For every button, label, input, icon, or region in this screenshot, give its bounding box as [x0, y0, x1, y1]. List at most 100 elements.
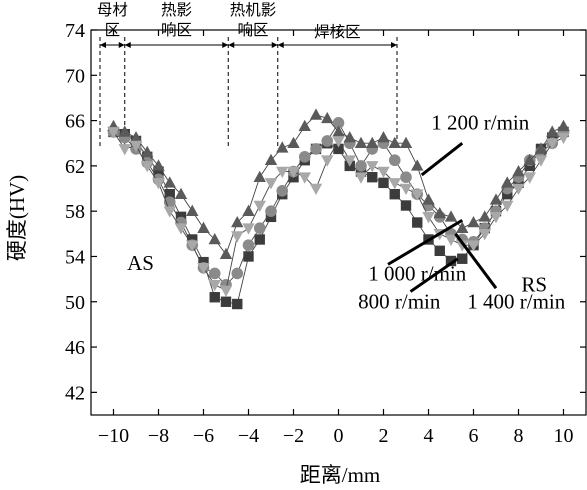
data-point: [377, 131, 390, 143]
data-point: [557, 132, 570, 145]
data-point: [501, 176, 514, 188]
x-tick-label: −8: [148, 425, 169, 447]
data-point: [153, 166, 164, 177]
data-point: [242, 223, 255, 235]
data-point: [388, 136, 401, 149]
data-point: [287, 136, 300, 149]
data-point: [332, 125, 345, 137]
data-point: [129, 140, 143, 152]
data-point: [298, 172, 311, 184]
data-point: [197, 221, 210, 233]
data-point: [298, 119, 311, 132]
data-point: [411, 159, 424, 171]
x-tick-label: −4: [238, 425, 259, 447]
data-point: [164, 188, 175, 200]
series-square: [108, 126, 569, 310]
data-point: [489, 193, 503, 205]
data-point: [467, 240, 480, 252]
data-point: [523, 172, 536, 184]
data-point: [287, 166, 300, 179]
data-point: [489, 212, 503, 224]
zone-arrowhead: [222, 42, 229, 48]
data-point: [333, 143, 344, 155]
data-point: [501, 200, 514, 213]
data-point: [354, 172, 368, 184]
zone-label: 焊核区: [314, 23, 361, 41]
data-point: [276, 184, 289, 197]
data-point: [467, 216, 480, 228]
data-point: [118, 144, 131, 156]
data-point: [422, 212, 435, 224]
data-point: [309, 183, 323, 196]
data-point: [534, 142, 548, 154]
annotation-label: 1 200 r/min: [431, 111, 529, 135]
x-tick-label: −6: [193, 425, 214, 447]
data-point: [399, 183, 413, 196]
data-point: [118, 125, 131, 137]
data-point: [197, 262, 210, 275]
data-point: [264, 178, 278, 190]
data-point: [332, 136, 345, 148]
data-point: [456, 221, 469, 233]
zone-label: 母材区: [97, 1, 128, 39]
zone-arrowhead: [277, 42, 284, 48]
data-point: [388, 178, 401, 190]
data-point: [422, 193, 435, 205]
data-point: [478, 210, 491, 222]
y-tick-label: 74: [65, 20, 85, 42]
data-point: [400, 171, 412, 184]
data-point: [219, 285, 233, 297]
data-point: [208, 232, 221, 245]
side-label: RS: [521, 273, 547, 297]
x-tick-label: 10: [554, 425, 574, 447]
data-point: [557, 119, 570, 132]
data-point: [389, 188, 400, 200]
data-point: [309, 108, 323, 120]
data-point: [321, 155, 334, 167]
data-point: [254, 234, 265, 245]
data-point: [186, 240, 199, 252]
zone-arrowhead: [100, 42, 106, 48]
data-point: [209, 292, 220, 303]
annotation-leader: [454, 232, 498, 290]
data-point: [444, 210, 458, 222]
data-point: [152, 178, 165, 190]
side-label: AS: [127, 251, 154, 275]
data-point: [253, 170, 266, 183]
annotation-leader: [387, 218, 464, 266]
y-tick-label: 70: [65, 65, 85, 87]
data-point: [512, 165, 525, 177]
data-point: [321, 135, 334, 147]
y-tick-label: 54: [65, 246, 85, 268]
zone-arrowhead: [228, 42, 235, 48]
x-tick-label: 0: [334, 425, 344, 447]
x-axis-label: 距离/mm: [300, 463, 381, 487]
y-tick-label: 42: [65, 382, 85, 404]
plot-frame: [90, 29, 587, 416]
data-point: [354, 136, 368, 149]
data-point: [366, 161, 379, 173]
y-tick-label: 58: [65, 201, 85, 223]
data-point: [400, 200, 412, 211]
data-point: [231, 231, 244, 243]
data-point: [220, 296, 232, 307]
annotation-label: 1 000 r/min: [368, 261, 466, 285]
zone-arrowhead: [124, 42, 131, 48]
data-point: [242, 239, 255, 251]
x-tick-label: 8: [514, 425, 524, 447]
data-point: [208, 279, 221, 292]
data-point: [152, 159, 165, 171]
data-point: [478, 229, 491, 241]
data-point: [523, 153, 536, 166]
annotations: 1 200 r/min 1 000 r/min 800 r/min 1 400 r/m…: [127, 111, 566, 314]
data-point: [208, 267, 221, 280]
data-point: [457, 253, 468, 264]
data-point: [310, 143, 322, 155]
data-point: [253, 222, 266, 234]
data-point: [399, 136, 413, 149]
annotation-label: 1 400 r/min: [467, 290, 565, 314]
zone-arrowhead: [118, 42, 125, 48]
data-point: [388, 154, 401, 167]
zone-label: 热影响区: [161, 1, 192, 39]
data-point: [242, 204, 255, 216]
